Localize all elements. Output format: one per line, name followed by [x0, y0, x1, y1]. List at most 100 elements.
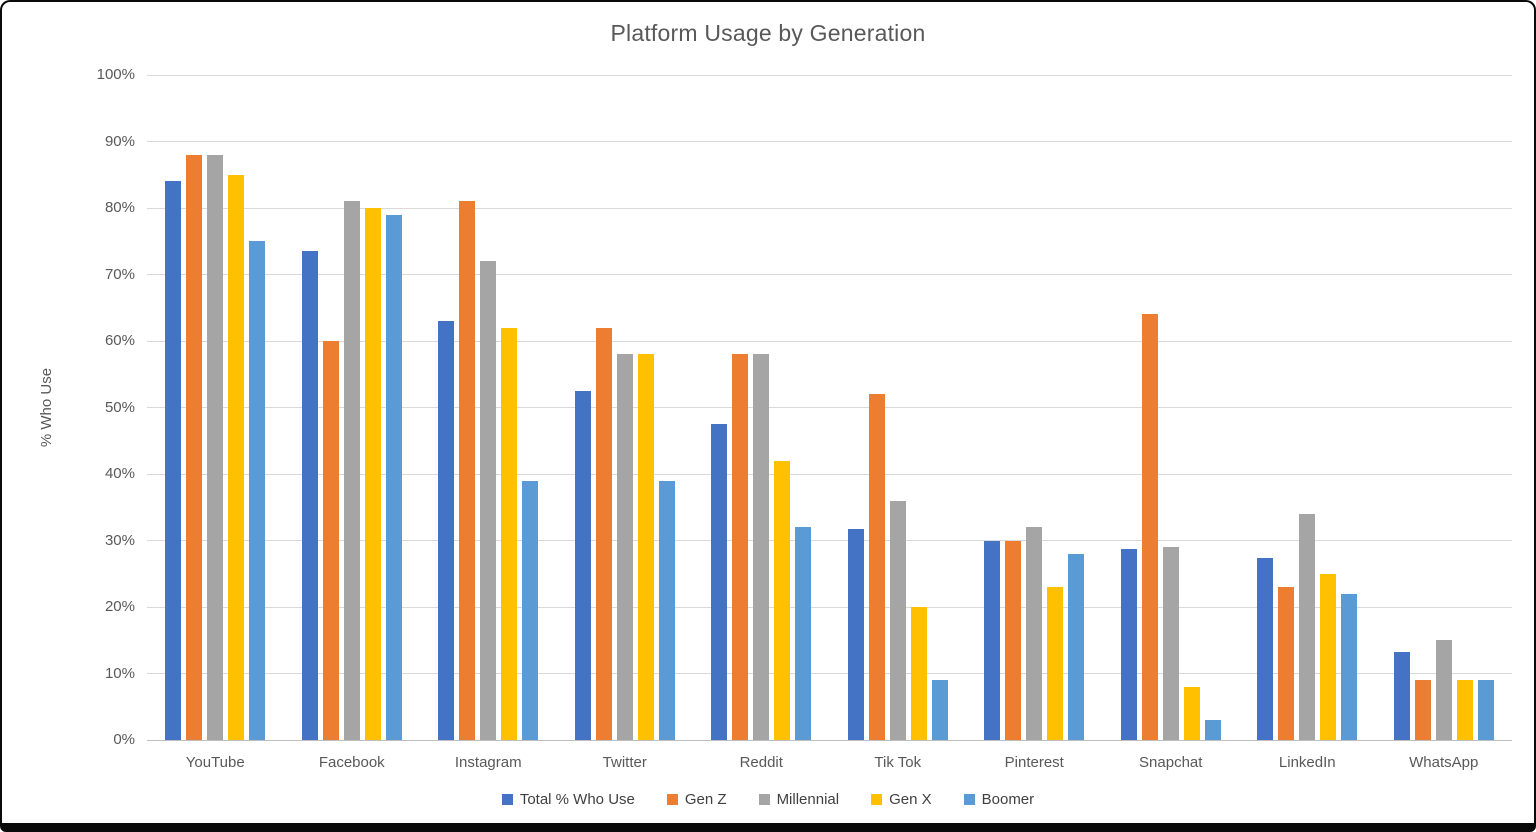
gridline — [147, 74, 1512, 76]
bar — [207, 154, 224, 740]
bar — [1047, 587, 1064, 740]
x-axis-category-label: YouTube — [185, 754, 245, 771]
legend-marker — [501, 794, 513, 805]
x-axis-category-label: Twitter — [602, 754, 647, 771]
y-axis-tick-label: 50% — [104, 398, 135, 416]
bar — [847, 528, 864, 740]
bar — [1456, 680, 1473, 740]
bar — [1162, 547, 1179, 740]
bar — [616, 354, 633, 740]
bar — [186, 154, 203, 740]
bar — [732, 354, 749, 740]
legend-item: Millennial — [758, 791, 840, 808]
bar — [658, 480, 675, 740]
bar — [1026, 527, 1043, 740]
gridline — [147, 274, 1512, 275]
legend-item: Gen X — [871, 791, 932, 808]
bar — [868, 394, 885, 740]
x-axis-category-label: Tik Tok — [874, 754, 922, 771]
legend-item: Boomer — [963, 791, 1035, 808]
bar — [385, 214, 402, 740]
bar — [522, 480, 539, 740]
bar — [480, 261, 497, 740]
gridline — [147, 473, 1512, 475]
gridline — [147, 340, 1512, 342]
y-axis-tick-label: 30% — [104, 531, 135, 549]
y-axis-tick-label: 70% — [104, 265, 135, 283]
bar — [438, 321, 455, 740]
gridline — [147, 141, 1512, 142]
y-axis-tick-label: 60% — [104, 332, 135, 349]
bar — [1414, 680, 1431, 740]
bar — [1393, 652, 1410, 740]
gridline — [147, 739, 1512, 741]
bar — [1068, 553, 1085, 740]
bar — [501, 327, 518, 740]
bar — [1435, 640, 1452, 740]
gridline — [147, 207, 1512, 209]
x-axis-category-label: Facebook — [318, 754, 385, 771]
bar — [322, 341, 339, 740]
bar — [931, 680, 948, 740]
bar — [1183, 686, 1200, 740]
bar — [1477, 680, 1494, 740]
legend-marker — [963, 794, 975, 805]
bar — [595, 327, 612, 740]
x-axis-category-label: Reddit — [739, 754, 783, 771]
legend-label: Millennial — [776, 791, 840, 808]
gridline — [147, 540, 1512, 541]
bar — [1120, 549, 1137, 740]
bar-group — [966, 75, 1103, 740]
bar — [343, 201, 360, 740]
bar-group — [1239, 75, 1376, 740]
bar-group — [557, 75, 694, 740]
bar — [364, 208, 381, 740]
y-axis-tick-label: 0% — [113, 731, 135, 748]
x-axis-category-label: Snapchat — [1139, 754, 1203, 771]
bar — [1320, 573, 1337, 740]
bar — [984, 540, 1001, 740]
legend-label: Total % Who Use — [519, 791, 635, 808]
y-axis-ticks: 0% 10% 20% 30% 40% 50% 60% 70% 80% 90% 100% — [2, 66, 135, 748]
bar — [301, 251, 318, 740]
legend-marker — [871, 794, 883, 805]
x-axis-category-label: WhatsApp — [1409, 754, 1479, 771]
bar — [574, 390, 591, 740]
bar — [249, 241, 266, 740]
legend-label: Boomer — [981, 791, 1035, 808]
bar — [1005, 540, 1022, 740]
bar — [228, 174, 245, 740]
bar-group — [284, 75, 421, 740]
bar-group — [147, 75, 284, 740]
bar — [1141, 314, 1158, 740]
x-axis-category-labels: YouTube Facebook Instagram Twitter Reddit Tik… — [147, 754, 1512, 771]
bar-group — [1376, 75, 1513, 740]
bar — [1204, 720, 1221, 740]
bar — [774, 460, 791, 740]
bar — [795, 527, 812, 740]
x-axis-category-label: LinkedIn — [1278, 754, 1336, 771]
legend-marker — [758, 794, 770, 805]
legend: Total % Who Use Gen Z Millennial Gen X Boome… — [2, 791, 1534, 808]
y-axis-tick-label: 40% — [104, 465, 135, 482]
gridline — [147, 407, 1512, 408]
bar-group — [693, 75, 830, 740]
bar — [753, 354, 770, 740]
x-axis-category-label: Pinterest — [1004, 754, 1064, 771]
legend-label: Gen Z — [684, 791, 727, 808]
y-axis-tick-label: 90% — [104, 132, 135, 150]
chart-title: Platform Usage by Generation — [610, 20, 926, 46]
legend-marker — [666, 794, 678, 805]
legend-item: Total % Who Use — [501, 791, 635, 808]
x-axis-category-label: Instagram — [454, 754, 522, 771]
bar-group — [1103, 75, 1240, 740]
bar — [1278, 587, 1295, 740]
y-axis-tick-label: 80% — [104, 199, 135, 216]
bar — [889, 500, 906, 740]
y-axis-tick-label: 100% — [96, 66, 135, 83]
gridline — [147, 606, 1512, 608]
gridline — [147, 673, 1512, 674]
legend-label: Gen X — [889, 791, 932, 808]
y-axis-tick-label: 20% — [104, 598, 135, 615]
